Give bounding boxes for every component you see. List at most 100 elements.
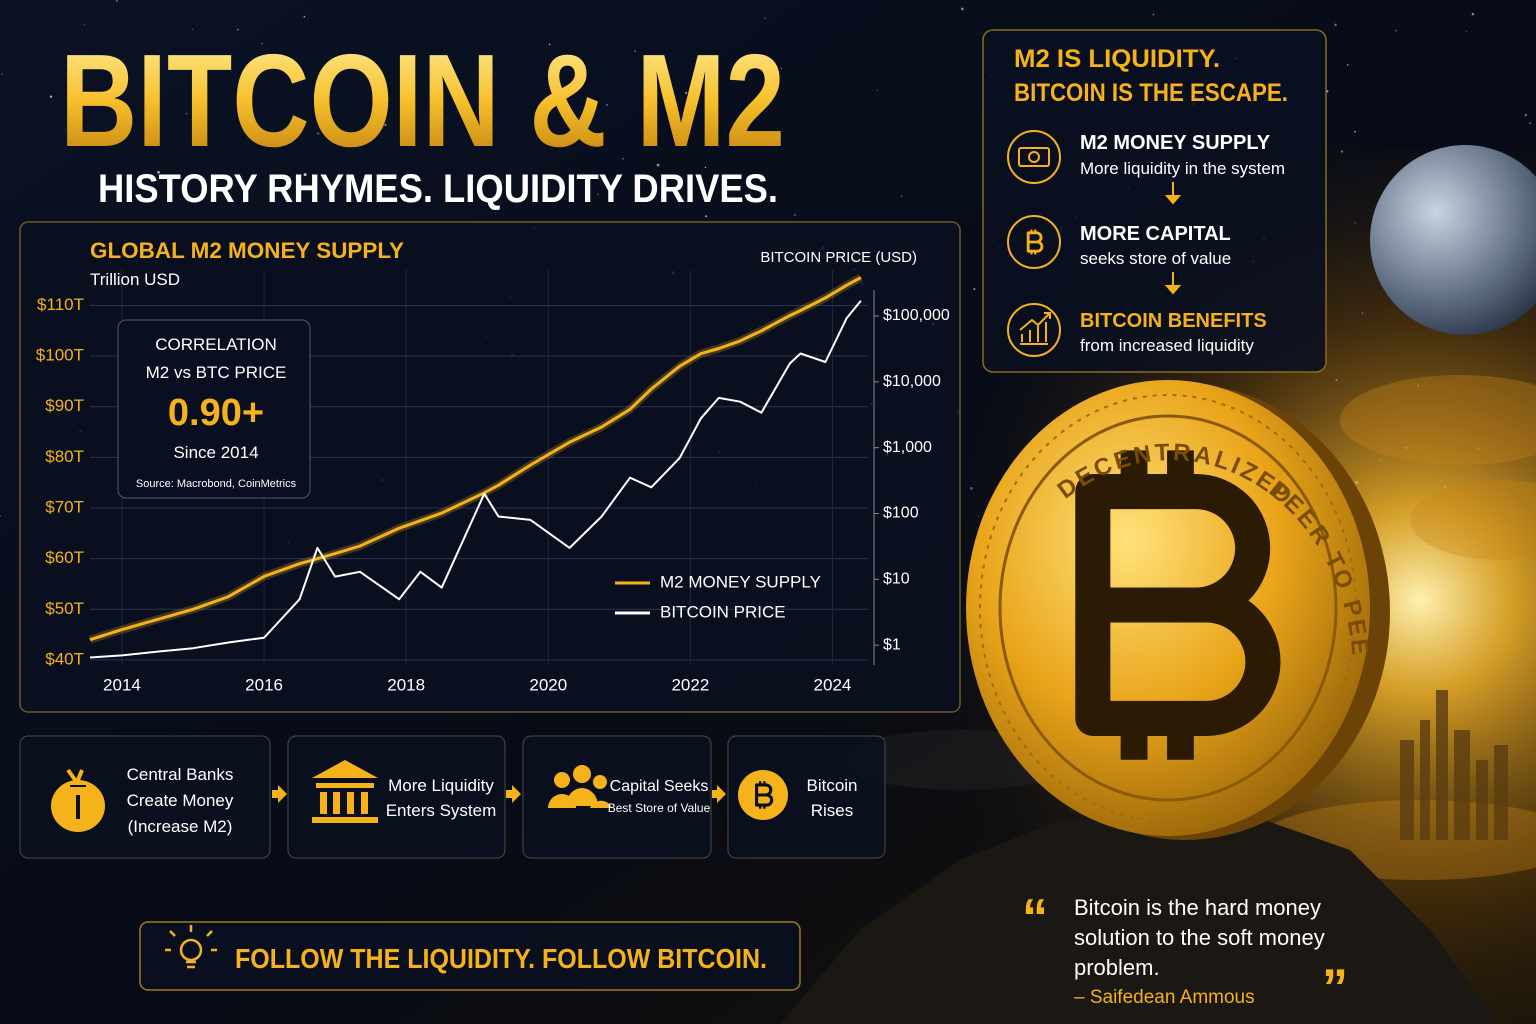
subtitle: HISTORY RHYMES. LIQUIDITY DRIVES. xyxy=(98,167,778,211)
building xyxy=(1420,720,1430,840)
banner-text: FOLLOW THE LIQUIDITY. FOLLOW BITCOIN. xyxy=(235,943,767,974)
star xyxy=(1524,113,1527,117)
people-icon xyxy=(548,765,612,808)
y2-tick-label: $1 xyxy=(883,636,901,653)
panel-item-text: More liquidity in the system xyxy=(1080,159,1285,178)
star xyxy=(192,28,194,30)
building xyxy=(1476,760,1488,840)
flow-box xyxy=(727,735,886,859)
building xyxy=(1400,740,1414,840)
star xyxy=(876,89,878,92)
banner-frame xyxy=(139,921,801,991)
panel-frame xyxy=(982,29,1327,373)
star xyxy=(1346,64,1349,66)
panel-item-text: seeks store of value xyxy=(1080,249,1231,268)
star xyxy=(605,103,608,107)
flow-text: Create Money xyxy=(127,791,234,810)
y-tick-label: $50T xyxy=(45,599,84,618)
down-arrow xyxy=(1164,195,1182,205)
money-bag-icon xyxy=(51,768,105,832)
correlation-period: Since 2014 xyxy=(173,443,258,462)
chart-title: GLOBAL M2 MONEY SUPPLY xyxy=(90,238,404,263)
y-tick-label: $60T xyxy=(45,548,84,567)
quote-close-mark: ” xyxy=(1322,959,1348,1017)
liquidity-panel: M2 IS LIQUIDITY. BITCOIN IS THE ESCAPE. … xyxy=(982,29,1327,373)
star xyxy=(1,72,3,75)
star xyxy=(1334,23,1337,27)
flow-arrow xyxy=(506,785,521,803)
star xyxy=(157,170,160,174)
panel-item-title: BITCOIN BENEFITS xyxy=(1080,310,1267,332)
star xyxy=(408,124,410,126)
star xyxy=(1354,130,1356,133)
star xyxy=(1466,31,1467,33)
down-arrow xyxy=(1164,285,1182,295)
flow-arrow xyxy=(272,785,287,803)
correlation-value: 0.90+ xyxy=(168,392,264,434)
star xyxy=(384,123,387,126)
legend-label: BITCOIN PRICE xyxy=(660,602,786,621)
flow-text: Central Banks xyxy=(127,765,234,784)
bitcoin-icon xyxy=(1026,228,1044,256)
panel-item-title: M2 MONEY SUPPLY xyxy=(1080,132,1271,154)
correlation-heading: CORRELATION xyxy=(155,335,277,354)
series-line xyxy=(89,276,862,642)
y2-tick-label: $100 xyxy=(883,505,919,522)
main-title: BITCOIN & M2 xyxy=(60,27,785,174)
bill-icon xyxy=(1018,147,1050,167)
star xyxy=(236,28,239,31)
chart: $40T $50T $60T $70T $80T $90T $100T $110T 2014 20… xyxy=(36,270,950,694)
star xyxy=(49,95,53,98)
cloud xyxy=(1410,480,1536,560)
bill-icon xyxy=(1028,151,1040,163)
flow: Central Banks Create Money (Increase M2)… xyxy=(19,735,886,859)
quote: “ Bitcoin is the hard money solution to … xyxy=(1022,889,1348,1017)
skyline xyxy=(1400,690,1508,840)
building xyxy=(1436,690,1448,840)
flow-arrows xyxy=(272,785,726,803)
icon-ring xyxy=(1007,130,1061,184)
x-tick-label: 2020 xyxy=(529,675,567,694)
flow-text: Enters System xyxy=(386,801,497,820)
star xyxy=(1395,29,1397,32)
lightbulb-icon xyxy=(165,925,217,969)
star xyxy=(656,163,660,167)
star xyxy=(1471,12,1475,16)
correlation-source: Source: Macrobond, CoinMetrics xyxy=(136,478,297,490)
moon xyxy=(1370,145,1536,335)
y-tick-label: $40T xyxy=(45,649,84,668)
star xyxy=(0,514,1,517)
panel-heading: BITCOIN IS THE ESCAPE. xyxy=(1014,79,1288,107)
cloud xyxy=(1340,375,1536,465)
star xyxy=(1529,122,1532,125)
bank-icon xyxy=(312,760,378,823)
star xyxy=(684,91,688,95)
flow-arrow xyxy=(712,785,726,803)
y-tick-label: $80T xyxy=(45,447,84,466)
star xyxy=(261,43,263,45)
bitcoin-icon xyxy=(738,770,788,820)
series-line xyxy=(89,300,862,659)
star xyxy=(64,129,67,131)
star xyxy=(622,158,624,160)
star xyxy=(1152,13,1155,16)
correlation-box: CORRELATION M2 vs BTC PRICE 0.90+ Since … xyxy=(117,319,311,499)
y-axis-label: Trillion USD xyxy=(90,270,180,289)
coin-inner-ring xyxy=(998,414,1338,802)
star xyxy=(634,50,636,52)
star xyxy=(122,60,124,62)
x-tick-label: 2018 xyxy=(387,675,425,694)
x-tick-label: 2014 xyxy=(103,675,141,694)
quote-author: – Saifedean Ammous xyxy=(1074,987,1255,1008)
star xyxy=(961,7,964,11)
growth-icon xyxy=(1019,312,1051,345)
y2-tick-label: $1,000 xyxy=(883,439,932,456)
quote-line: solution to the soft money xyxy=(1074,925,1325,950)
flow-text: Rises xyxy=(811,801,854,820)
y-tick-label: $110T xyxy=(37,295,84,314)
flow-text: (Increase M2) xyxy=(128,817,233,836)
flow-box xyxy=(522,735,712,859)
banner: FOLLOW THE LIQUIDITY. FOLLOW BITCOIN. xyxy=(139,921,801,991)
